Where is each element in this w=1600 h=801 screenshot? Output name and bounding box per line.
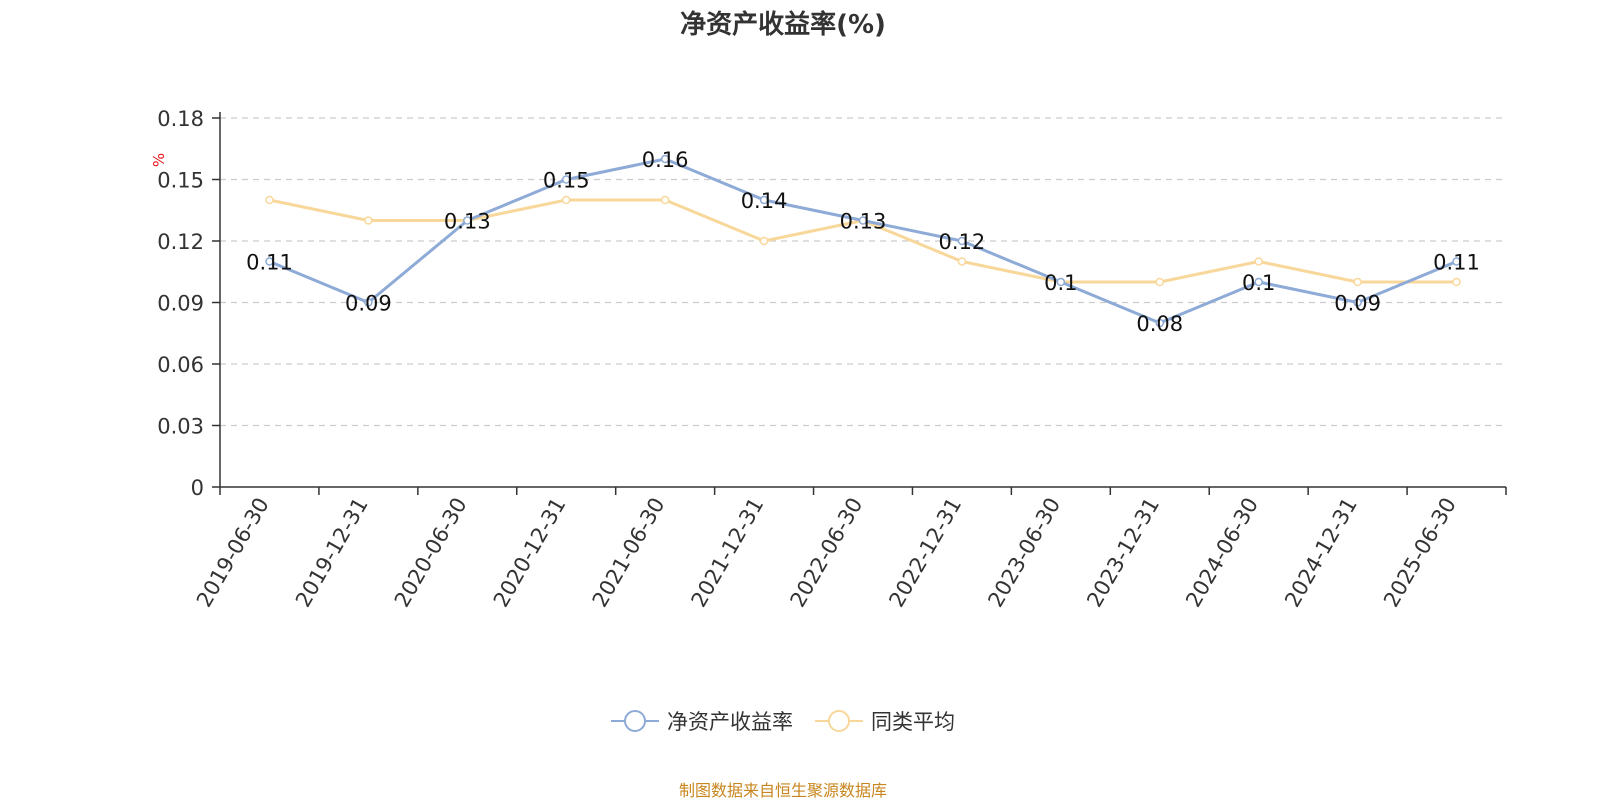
x-tick-label: 2025-06-30 <box>1379 494 1461 612</box>
y-tick-label: 0.12 <box>157 230 204 254</box>
data-label: 0.09 <box>1334 292 1381 316</box>
data-labels: 0.11 0.09 0.13 0.15 0.16 0.14 0.13 0.12 0.1 0.08 0… <box>246 148 1480 336</box>
data-point-series-1 <box>1056 277 1066 287</box>
data-point-series-1 <box>463 216 472 225</box>
legend-item-series-1[interactable]: 净资产收益率 <box>611 706 793 736</box>
data-point-series-1 <box>1254 277 1263 287</box>
data-point-series-2 <box>1155 277 1165 287</box>
x-tick-label: 2022-06-30 <box>786 494 868 612</box>
data-point-series-2 <box>957 257 967 266</box>
data-label: 0.09 <box>345 292 392 316</box>
data-label: 0.1 <box>1242 271 1275 295</box>
data-point-series-2 <box>1452 277 1461 287</box>
series-lines <box>265 154 1461 328</box>
grid-lines <box>220 117 1506 427</box>
y-tick-label: 0.03 <box>157 415 204 439</box>
legend-label-series-2: 同类平均 <box>871 710 955 734</box>
data-point-series-2 <box>364 216 373 225</box>
data-point-series-1 <box>1155 318 1165 328</box>
data-point-series-2 <box>759 236 769 246</box>
data-point-series-2 <box>265 195 274 205</box>
chart-title: 净资产收益率(%) <box>680 10 886 40</box>
data-point-series-2 <box>660 195 670 205</box>
x-tick-label: 2021-12-31 <box>687 494 769 612</box>
data-label: 0.14 <box>741 189 788 213</box>
y-tick-label: 0.18 <box>157 107 204 131</box>
y-axis-unit-label: % <box>150 153 168 167</box>
legend-marker-series-2 <box>815 710 863 732</box>
data-point-series-1 <box>1452 257 1461 266</box>
data-label: 0.08 <box>1136 312 1183 336</box>
data-point-series-1 <box>561 175 571 184</box>
legend: 净资产收益率 同类平均 <box>0 706 1566 736</box>
data-label: 0.16 <box>642 148 689 172</box>
data-label: 0.13 <box>840 210 887 234</box>
data-label: 0.11 <box>246 251 293 275</box>
data-point-series-1 <box>957 236 967 246</box>
x-tick-label: 2019-06-30 <box>192 494 274 612</box>
data-point-series-1 <box>759 195 769 205</box>
x-tick-label: 2020-12-31 <box>489 494 571 612</box>
data-point-series-1 <box>660 154 670 164</box>
data-point-series-1 <box>265 257 274 266</box>
x-tick-label: 2023-06-30 <box>983 494 1065 612</box>
x-tick-label: 2022-12-31 <box>884 494 966 612</box>
data-point-series-1 <box>1353 298 1362 307</box>
y-tick-label: 0 <box>191 476 204 500</box>
data-label: 0.11 <box>1433 251 1480 275</box>
x-tick-label: 2023-12-31 <box>1082 494 1164 612</box>
y-tick-label: 0.06 <box>157 353 204 377</box>
data-source-note: 制图数据来自恒生聚源数据库 <box>678 781 887 800</box>
x-tick-label: 2019-12-31 <box>291 494 373 612</box>
data-point-series-2 <box>1254 257 1263 266</box>
x-tick-label: 2021-06-30 <box>588 494 670 612</box>
x-tick-label: 2020-06-30 <box>390 494 472 612</box>
data-label: 0.1 <box>1044 271 1077 295</box>
axes: 0 0.03 0.06 0.09 0.12 0.15 0.18% 2019-06-30 2019… <box>150 107 1507 612</box>
legend-label-series-1: 净资产收益率 <box>667 710 793 734</box>
y-tick-label: 0.15 <box>157 169 204 193</box>
data-label: 0.13 <box>444 210 491 234</box>
y-tick-label: 0.09 <box>157 292 204 316</box>
data-point-series-1 <box>858 216 868 225</box>
x-tick-label: 2024-12-31 <box>1280 494 1362 612</box>
legend-marker-series-1 <box>611 710 659 732</box>
data-point-series-2 <box>1353 277 1362 287</box>
data-label: 0.12 <box>939 230 986 254</box>
data-point-series-1 <box>364 298 373 307</box>
legend-item-series-2[interactable]: 同类平均 <box>815 706 955 736</box>
x-tick-label: 2024-06-30 <box>1181 494 1263 612</box>
data-label: 0.15 <box>543 169 590 193</box>
data-point-series-2 <box>561 195 571 205</box>
